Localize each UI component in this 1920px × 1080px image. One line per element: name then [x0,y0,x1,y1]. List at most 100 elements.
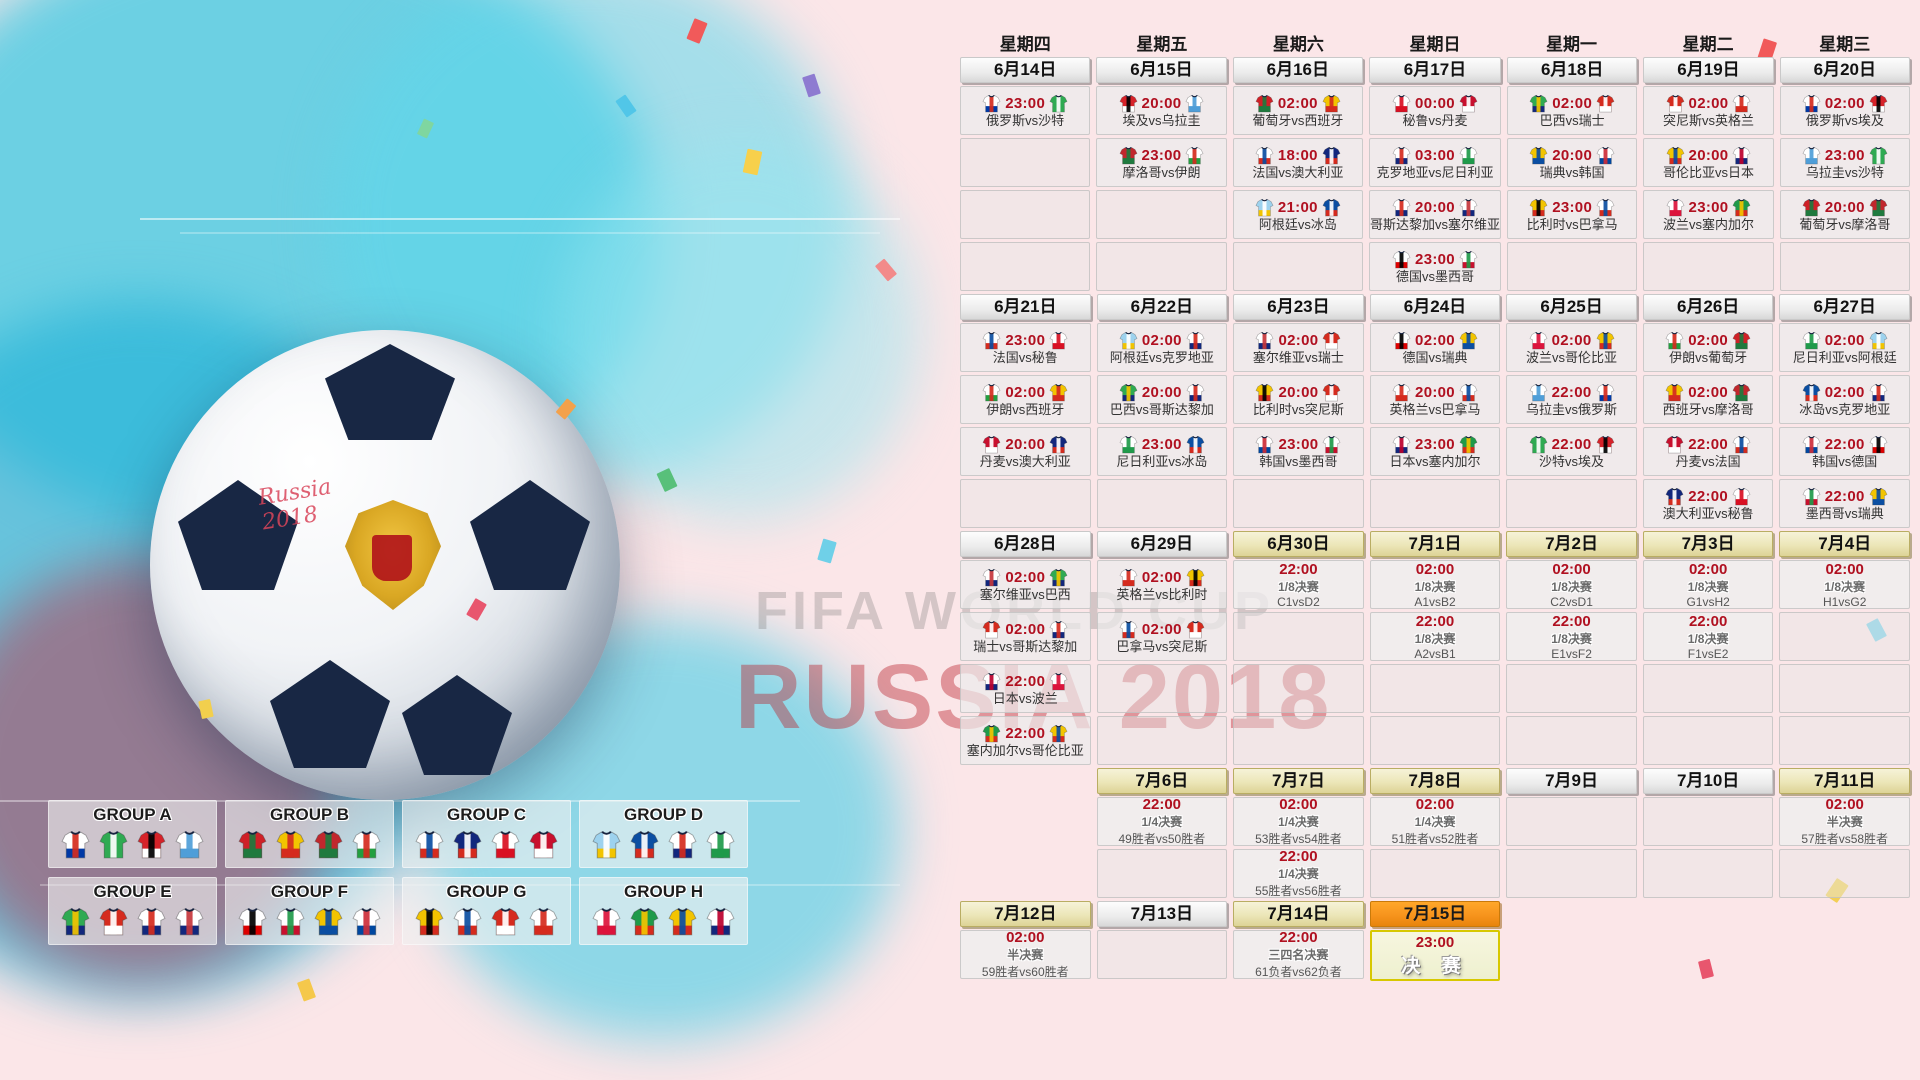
date-header-7月15日[interactable]: 7月15日 [1369,901,1501,927]
match-group-stage[interactable]: 23:00 韩国vs墨西哥 [1233,427,1364,476]
match-group-stage[interactable]: 02:00 西班牙vs摩洛哥 [1642,375,1774,424]
match-group-stage[interactable]: 02:00 阿根廷vs克罗地亚 [1096,323,1228,372]
match-group-stage[interactable]: 22:00 塞内加尔vs哥伦比亚 [960,716,1091,765]
match-group-stage[interactable]: 02:00 冰岛vs克罗地亚 [1779,375,1910,424]
date-header-7月1日[interactable]: 7月1日 [1369,531,1501,557]
match-group-stage[interactable]: 00:00 秘鲁vs丹麦 [1368,86,1501,135]
group-box-G[interactable]: GROUP G [402,877,571,945]
date-header-6月30日[interactable]: 6月30日 [1233,531,1364,557]
match-group-stage[interactable]: 20:00 英格兰vs巴拿马 [1369,375,1501,424]
match-group-stage[interactable]: 20:00 葡萄牙vs摩洛哥 [1779,190,1910,239]
date-header-7月2日[interactable]: 7月2日 [1506,531,1637,557]
match-group-stage[interactable]: 02:00 巴西vs瑞士 [1507,86,1638,135]
match-group-stage[interactable]: 22:00 韩国vs德国 [1779,427,1910,476]
match-group-stage[interactable]: 18:00 法国vs澳大利亚 [1232,138,1363,187]
match-knockout[interactable]: 22:00 三四名决赛 61负者vs62负者 [1233,929,1364,979]
date-header-7月6日[interactable]: 7月6日 [1096,768,1228,794]
match-group-stage[interactable]: 23:00 比利时vs巴拿马 [1507,190,1638,239]
match-group-stage[interactable]: 02:00 尼日利亚vs阿根廷 [1779,323,1910,372]
date-header-7月7日[interactable]: 7月7日 [1233,768,1364,794]
group-box-F[interactable]: GROUP F [225,877,394,945]
group-box-A[interactable]: GROUP A [48,800,217,868]
match-group-stage[interactable]: 02:00 塞尔维亚vs巴西 [960,560,1091,609]
match-group-stage[interactable]: 20:00 瑞典vs韩国 [1507,138,1638,187]
match-final[interactable]: 23:00 决 赛 [1369,930,1501,981]
date-header-7月3日[interactable]: 7月3日 [1642,531,1774,557]
match-group-stage[interactable]: 20:00 埃及vs乌拉圭 [1096,86,1227,135]
group-box-E[interactable]: GROUP E [48,877,217,945]
match-group-stage[interactable]: 02:00 塞尔维亚vs瑞士 [1233,323,1364,372]
match-knockout[interactable]: 02:00 1/8决赛 A1vsB2 [1369,560,1501,609]
date-header-7月14日[interactable]: 7月14日 [1233,901,1364,927]
match-knockout[interactable]: 02:00 半决赛 57胜者vs58胜者 [1779,796,1910,846]
date-header-6月21日[interactable]: 6月21日 [960,294,1091,320]
date-header-6月18日[interactable]: 6月18日 [1507,57,1638,83]
match-knockout[interactable]: 22:00 1/8决赛 A2vsB1 [1369,612,1501,661]
date-header-6月22日[interactable]: 6月22日 [1096,294,1228,320]
match-knockout[interactable]: 02:00 1/4决赛 51胜者vs52胜者 [1369,796,1501,846]
match-group-stage[interactable]: 21:00 阿根廷vs冰岛 [1232,190,1363,239]
match-group-stage[interactable]: 22:00 日本vs波兰 [960,664,1091,713]
group-box-H[interactable]: GROUP H [579,877,748,945]
match-group-stage[interactable]: 20:00 巴西vs哥斯达黎加 [1096,375,1228,424]
match-knockout[interactable]: 22:00 1/8决赛 C1vsD2 [1233,560,1364,609]
match-knockout[interactable]: 22:00 1/4决赛 55胜者vs56胜者 [1233,848,1364,898]
match-group-stage[interactable]: 03:00 克罗地亚vs尼日利亚 [1368,138,1501,187]
date-header-7月4日[interactable]: 7月4日 [1779,531,1910,557]
match-group-stage[interactable]: 02:00 葡萄牙vs西班牙 [1232,86,1363,135]
date-header-7月13日[interactable]: 7月13日 [1096,901,1228,927]
date-header-6月27日[interactable]: 6月27日 [1779,294,1910,320]
date-header-6月17日[interactable]: 6月17日 [1368,57,1501,83]
match-group-stage[interactable]: 02:00 俄罗斯vs埃及 [1779,86,1910,135]
match-group-stage[interactable]: 23:00 波兰vs塞内加尔 [1643,190,1774,239]
date-header-6月26日[interactable]: 6月26日 [1642,294,1774,320]
match-group-stage[interactable]: 20:00 丹麦vs澳大利亚 [960,427,1091,476]
match-group-stage[interactable]: 22:00 澳大利亚vs秘鲁 [1642,479,1774,528]
date-header-7月8日[interactable]: 7月8日 [1369,768,1501,794]
match-group-stage[interactable]: 02:00 突尼斯vs英格兰 [1643,86,1774,135]
date-header-7月10日[interactable]: 7月10日 [1642,768,1774,794]
match-knockout[interactable]: 02:00 1/4决赛 53胜者vs54胜者 [1233,796,1364,846]
match-knockout[interactable]: 02:00 1/8决赛 H1vsG2 [1779,560,1910,609]
match-group-stage[interactable]: 02:00 伊朗vs西班牙 [960,375,1091,424]
date-header-6月14日[interactable]: 6月14日 [960,57,1091,83]
date-header-6月19日[interactable]: 6月19日 [1643,57,1774,83]
match-group-stage[interactable]: 23:00 俄罗斯vs沙特 [960,86,1091,135]
match-group-stage[interactable]: 20:00 哥斯达黎加vs塞尔维亚 [1368,190,1501,239]
match-group-stage[interactable]: 23:00 尼日利亚vs冰岛 [1096,427,1228,476]
match-group-stage[interactable]: 02:00 瑞士vs哥斯达黎加 [960,612,1091,661]
match-group-stage[interactable]: 23:00 乌拉圭vs沙特 [1779,138,1910,187]
date-header-7月12日[interactable]: 7月12日 [960,901,1091,927]
match-group-stage[interactable]: 02:00 巴拿马vs突尼斯 [1096,612,1228,661]
match-group-stage[interactable]: 23:00 摩洛哥vs伊朗 [1096,138,1227,187]
match-knockout[interactable]: 02:00 1/8决赛 G1vsH2 [1642,560,1774,609]
date-header-6月23日[interactable]: 6月23日 [1233,294,1364,320]
date-header-6月25日[interactable]: 6月25日 [1506,294,1637,320]
match-group-stage[interactable]: 02:00 伊朗vs葡萄牙 [1642,323,1774,372]
match-group-stage[interactable]: 02:00 波兰vs哥伦比亚 [1506,323,1637,372]
match-group-stage[interactable]: 23:00 法国vs秘鲁 [960,323,1091,372]
match-group-stage[interactable]: 23:00 日本vs塞内加尔 [1369,427,1501,476]
match-group-stage[interactable]: 23:00 德国vs墨西哥 [1368,242,1501,291]
match-knockout[interactable]: 22:00 1/4决赛 49胜者vs50胜者 [1096,796,1228,846]
match-group-stage[interactable]: 02:00 英格兰vs比利时 [1096,560,1228,609]
match-knockout[interactable]: 02:00 1/8决赛 C2vsD1 [1506,560,1637,609]
match-group-stage[interactable]: 22:00 沙特vs埃及 [1506,427,1637,476]
date-header-6月16日[interactable]: 6月16日 [1232,57,1363,83]
date-header-6月20日[interactable]: 6月20日 [1779,57,1910,83]
match-group-stage[interactable]: 22:00 丹麦vs法国 [1642,427,1774,476]
date-header-7月11日[interactable]: 7月11日 [1779,768,1910,794]
match-knockout[interactable]: 22:00 1/8决赛 F1vsE2 [1642,612,1774,661]
match-group-stage[interactable]: 22:00 乌拉圭vs俄罗斯 [1506,375,1637,424]
match-knockout[interactable]: 02:00 半决赛 59胜者vs60胜者 [960,929,1091,979]
match-group-stage[interactable]: 20:00 比利时vs突尼斯 [1233,375,1364,424]
date-header-6月15日[interactable]: 6月15日 [1096,57,1227,83]
date-header-7月9日[interactable]: 7月9日 [1506,768,1637,794]
date-header-6月28日[interactable]: 6月28日 [960,531,1091,557]
match-knockout[interactable]: 22:00 1/8决赛 E1vsF2 [1506,612,1637,661]
group-box-B[interactable]: GROUP B [225,800,394,868]
date-header-6月24日[interactable]: 6月24日 [1369,294,1501,320]
group-box-C[interactable]: GROUP C [402,800,571,868]
match-group-stage[interactable]: 02:00 德国vs瑞典 [1369,323,1501,372]
match-group-stage[interactable]: 20:00 哥伦比亚vs日本 [1643,138,1774,187]
